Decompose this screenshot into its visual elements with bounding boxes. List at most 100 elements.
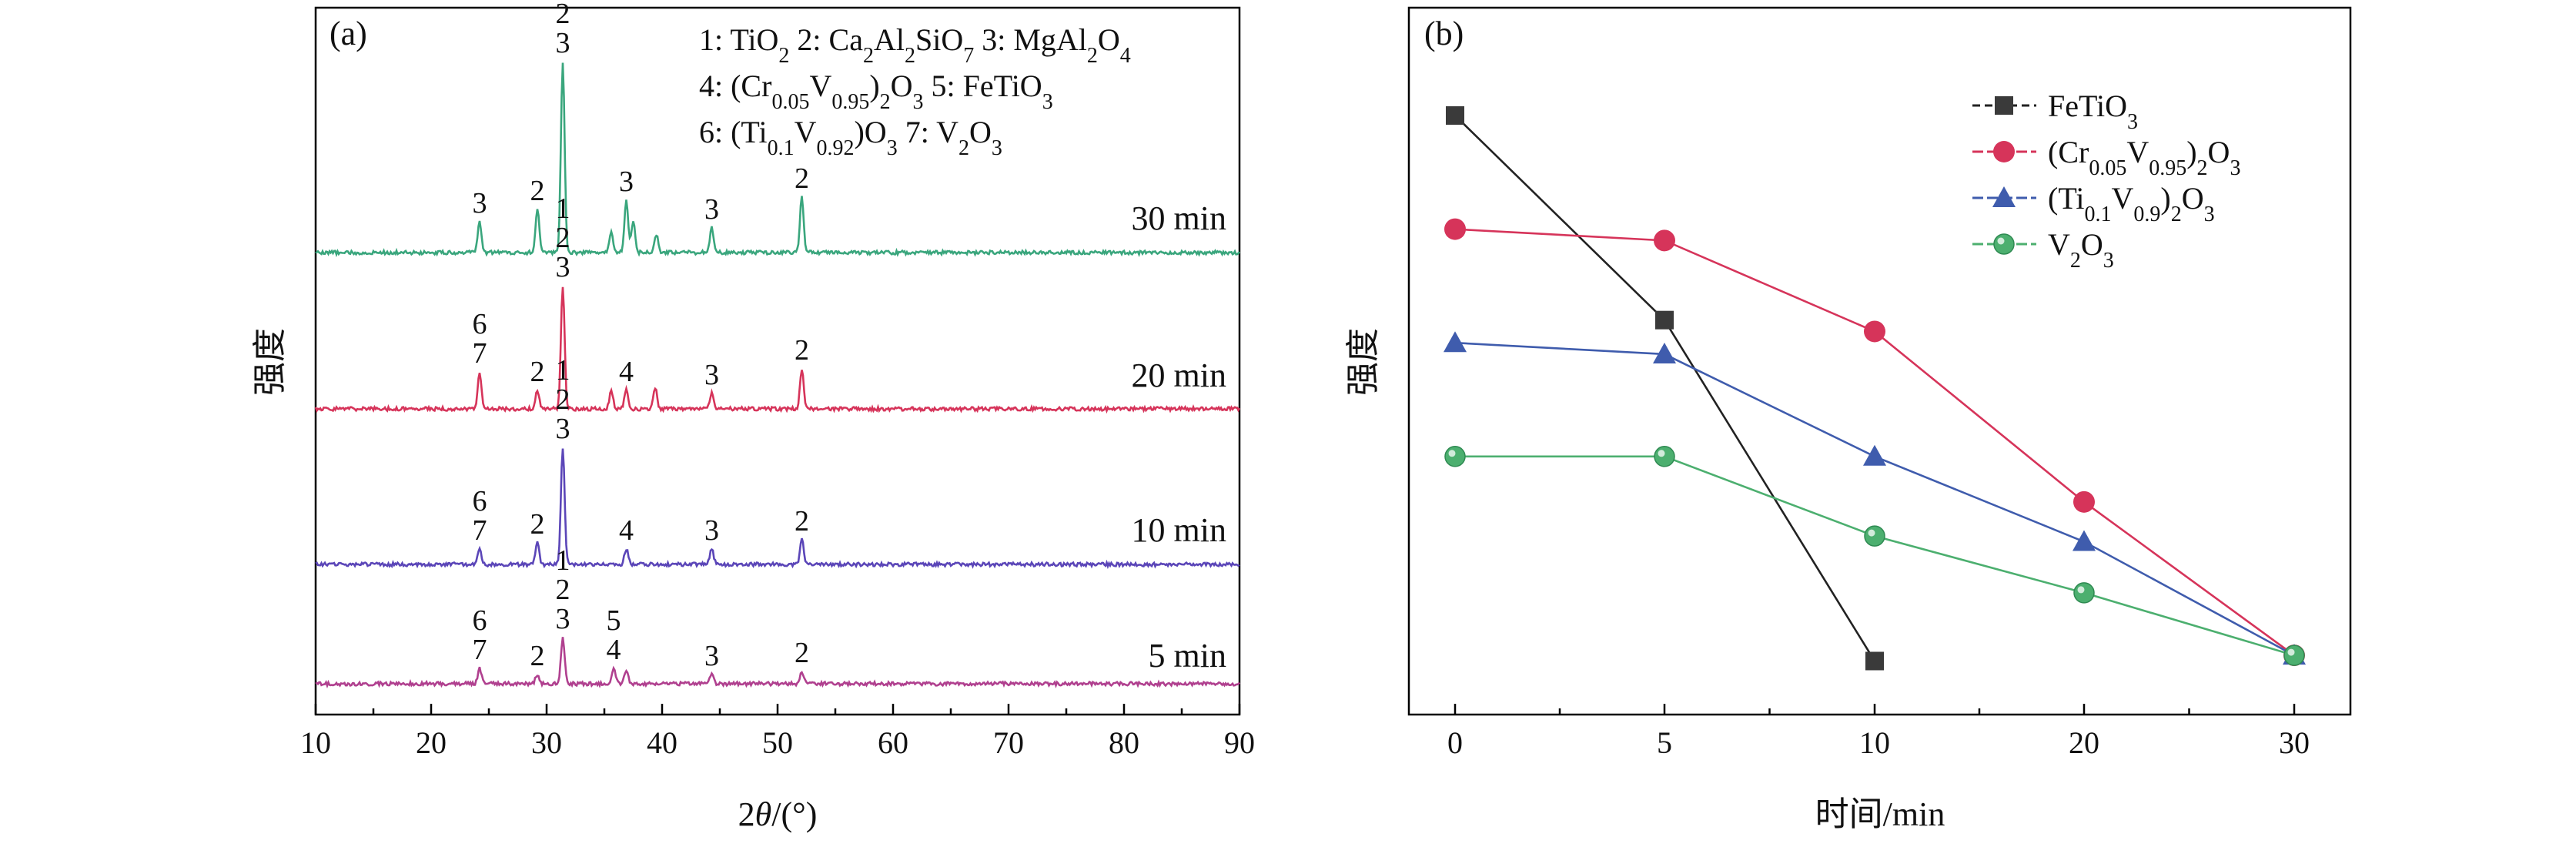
panel-a-xrd-chart: (a) 1: TiO2​ 2: Ca2​Al2​SiO7​ 3: MgAl2​O… — [251, 0, 1255, 833]
panel-b-intensity-chart: (b) 0 5 10 20 30 FeTiO3​(Cr0.05​V0.95​)2​O3​… — [1344, 6, 2352, 833]
peak-label: 3 — [473, 187, 487, 219]
x-tick-label: 80 — [1109, 725, 1139, 760]
peak-label: 4 — [619, 356, 634, 388]
peak-label: 2 — [556, 383, 570, 416]
x-tick-label: 20 — [2069, 725, 2099, 760]
x-tick-label: 5 — [1657, 725, 1672, 760]
panel-b-axes-frame — [1407, 6, 2352, 716]
xrd-curve — [315, 637, 1240, 689]
data-point — [1446, 106, 1464, 125]
legend-label: V2​O3​ — [2048, 227, 2114, 273]
peak-label: 2 — [530, 640, 545, 672]
x-tick-label: 10 — [300, 725, 331, 760]
legend-marker-highlight — [1997, 237, 2005, 245]
peak-label: 6 — [473, 308, 487, 340]
pattern-time-label: 10 min — [1132, 511, 1226, 549]
panel-a-x-ticks: 10 20 30 40 50 60 70 80 90 — [300, 704, 1255, 760]
panel-a-x-axis-title: 2θ/(°) — [738, 795, 818, 833]
series-line — [1454, 341, 2295, 657]
peak-label: 2 — [530, 356, 545, 388]
peak-label: 7 — [473, 514, 487, 547]
data-point-highlight — [2077, 586, 2085, 594]
legend-label: FeTiO3​ — [2048, 89, 2138, 134]
peak-label: 3 — [556, 27, 570, 59]
x-tick-label: 20 — [416, 725, 447, 760]
peak-label: 3 — [556, 413, 570, 445]
series-line — [1454, 228, 2295, 657]
data-point — [1444, 331, 1467, 353]
data-point — [1653, 342, 1676, 363]
pattern-time-label: 30 min — [1132, 199, 1226, 237]
data-point — [2073, 530, 2096, 551]
peak-label: 1 — [556, 354, 570, 387]
peak-label: 6 — [473, 485, 487, 517]
peak-label: 3 — [619, 166, 634, 198]
panel-b-series-group — [1444, 106, 2306, 671]
panel-b-x-ticks: 0 5 10 20 30 — [1447, 704, 2310, 760]
data-point — [1864, 320, 1885, 343]
legend-marker — [1993, 141, 2015, 162]
data-point — [1863, 444, 1886, 466]
x-tick-label: 50 — [762, 725, 793, 760]
pattern-time-label: 5 min — [1149, 637, 1226, 675]
data-point — [2283, 644, 2305, 666]
data-point-highlight — [1868, 529, 1875, 537]
peak-label: 5 — [607, 604, 621, 637]
data-point — [2073, 582, 2095, 604]
data-point-highlight — [2287, 648, 2295, 656]
x-tick-label: 40 — [647, 725, 677, 760]
data-point — [2073, 490, 2095, 513]
panel-a-axes-frame — [314, 6, 1241, 716]
peak-label: 6 — [473, 604, 487, 637]
peak-label: 4 — [607, 634, 621, 666]
legend-marker — [1993, 233, 2015, 255]
phase-legend-line: 1: TiO2​ 2: Ca2​Al2​SiO7​ 3: MgAl2​O4​ — [699, 22, 1131, 68]
peak-label: 2 — [530, 175, 545, 207]
intensity-series — [1444, 446, 2305, 666]
x-tick-label: 90 — [1224, 725, 1255, 760]
peak-label: 3 — [704, 640, 719, 672]
x-tick-label: 30 — [531, 725, 562, 760]
data-point — [1444, 218, 1466, 240]
phase-legend-line: 4: (Cr0.05​V0.95​)2​O3​ 5: FeTiO3​ — [699, 69, 1053, 114]
peak-label: 1 — [556, 0, 570, 1]
peak-label: 2 — [530, 508, 545, 541]
peak-label: 2 — [795, 505, 809, 537]
pattern-time-label: 20 min — [1132, 357, 1226, 394]
legend-label: (Ti0.1​V0.9​)2​O3​ — [2048, 181, 2215, 226]
peak-label: 3 — [704, 359, 719, 391]
data-point — [1444, 446, 1466, 467]
data-point — [1655, 310, 1674, 330]
legend-entry: FeTiO3​ — [1972, 89, 2138, 134]
peak-label: 2 — [795, 162, 809, 195]
panel-a-phase-legend: 1: TiO2​ 2: Ca2​Al2​SiO7​ 3: MgAl2​O4​4:… — [699, 22, 1131, 160]
legend-entry: (Ti0.1​V0.9​)2​O3​ — [1972, 181, 2215, 226]
panel-a-y-axis-title: 强度 — [251, 328, 289, 396]
peak-label: 7 — [473, 634, 487, 666]
panel-b-x-axis-title: 时间/min — [1815, 795, 1945, 833]
peak-label: 3 — [704, 514, 719, 547]
x-tick-label: 10 — [1859, 725, 1890, 760]
legend-marker — [1992, 186, 2016, 207]
data-point — [1865, 651, 1884, 671]
peak-label: 7 — [473, 337, 487, 370]
peak-label: 4 — [619, 514, 634, 547]
panel-b-legend: FeTiO3​(Cr0.05​V0.95​)2​O3​(Ti0.1​V0.9​)… — [1972, 89, 2240, 273]
data-point-highlight — [1448, 450, 1456, 457]
legend-label: (Cr0.05​V0.95​)2​O3​ — [2048, 135, 2240, 180]
data-point-highlight — [1658, 450, 1665, 457]
series-line — [1455, 455, 2295, 657]
data-point — [1864, 525, 1885, 547]
intensity-series — [1444, 218, 2305, 667]
series-line — [1454, 115, 1876, 662]
data-point — [1654, 229, 1675, 252]
intensity-series — [1444, 331, 2306, 665]
peak-label: 3 — [556, 251, 570, 283]
xrd-curve — [314, 286, 1241, 414]
xrd-pattern: 3212333230 min — [315, 0, 1241, 258]
panel-b-y-axis-title: 强度 — [1344, 328, 1382, 396]
xrd-curve — [315, 62, 1241, 258]
